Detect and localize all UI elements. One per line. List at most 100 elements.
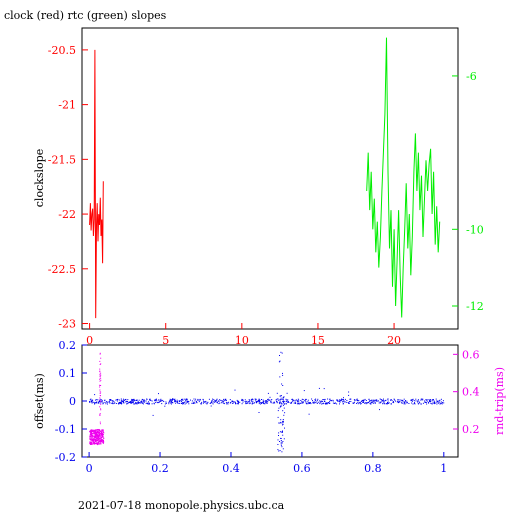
offset-point bbox=[363, 399, 365, 401]
offset-point bbox=[355, 399, 357, 401]
offset-point bbox=[280, 397, 282, 399]
offset-point bbox=[149, 399, 151, 401]
offset-point bbox=[138, 402, 140, 404]
offset-point bbox=[394, 399, 396, 401]
offset-point bbox=[429, 400, 431, 401]
rnd-trip-point bbox=[93, 441, 95, 443]
offset-point bbox=[387, 402, 388, 403]
offset-point bbox=[385, 403, 387, 405]
offset-point bbox=[280, 403, 282, 405]
offset-point bbox=[420, 399, 422, 401]
offset-point bbox=[385, 400, 387, 402]
offset-point bbox=[224, 399, 226, 401]
offset-point bbox=[392, 401, 394, 403]
rnd-trip-point bbox=[101, 433, 103, 435]
offset-point bbox=[239, 401, 241, 403]
offset-point bbox=[442, 400, 444, 402]
offset-point bbox=[265, 400, 267, 402]
offset-point bbox=[378, 402, 380, 404]
offset-point bbox=[265, 402, 267, 404]
offset-point bbox=[286, 392, 288, 394]
offset-point bbox=[282, 396, 284, 398]
offset-point bbox=[291, 401, 293, 403]
rnd-trip-point bbox=[99, 435, 102, 437]
offset-point bbox=[215, 401, 217, 403]
offset-point bbox=[109, 399, 111, 400]
offset-point bbox=[141, 398, 143, 400]
offset-point bbox=[188, 401, 189, 403]
offset-point bbox=[133, 398, 135, 400]
offset-point bbox=[387, 403, 389, 404]
offset-point bbox=[248, 403, 250, 405]
offset-point bbox=[181, 400, 183, 402]
offset-point bbox=[133, 403, 135, 405]
offset-point bbox=[329, 398, 331, 400]
offset-point bbox=[430, 401, 432, 403]
rnd-trip-point bbox=[101, 432, 103, 435]
rnd-trip-point bbox=[102, 439, 104, 441]
offset-point bbox=[282, 410, 284, 412]
offset-point bbox=[334, 402, 335, 404]
offset-point bbox=[226, 402, 228, 404]
rnd-trip-point bbox=[98, 429, 101, 431]
offset-point bbox=[216, 398, 218, 400]
offset-point bbox=[223, 398, 225, 400]
offset-point bbox=[98, 401, 100, 403]
offset-point bbox=[339, 400, 340, 402]
y2-tick-label: 0.6 bbox=[462, 348, 480, 361]
offset-point bbox=[250, 399, 252, 401]
rnd-trip-point bbox=[100, 377, 102, 379]
offset-point bbox=[107, 401, 109, 403]
rnd-trip-point bbox=[98, 443, 100, 445]
offset-point bbox=[183, 402, 185, 404]
offset-point bbox=[316, 401, 318, 403]
offset-point bbox=[207, 401, 209, 403]
offset-point bbox=[181, 403, 182, 404]
rnd-trip-point bbox=[100, 372, 102, 374]
offset-point bbox=[182, 398, 183, 400]
offset-point bbox=[429, 399, 431, 401]
offset-point bbox=[127, 401, 129, 402]
offset-point bbox=[263, 401, 265, 403]
rnd-trip-point bbox=[99, 413, 101, 415]
offset-point bbox=[313, 401, 315, 403]
offset-point bbox=[210, 405, 212, 407]
offset-point bbox=[160, 398, 162, 400]
offset-point bbox=[131, 400, 133, 402]
offset-point bbox=[271, 399, 273, 400]
rnd-trip-point bbox=[99, 391, 101, 393]
rnd-trip-point bbox=[97, 443, 99, 446]
offset-point bbox=[414, 401, 415, 403]
rnd-trip-point bbox=[91, 432, 93, 434]
offset-point bbox=[281, 405, 283, 407]
rnd-trip-point bbox=[95, 433, 97, 435]
offset-point bbox=[111, 400, 113, 402]
offset-point bbox=[180, 401, 182, 403]
offset-point bbox=[301, 401, 303, 402]
offset-point bbox=[134, 399, 136, 401]
offset-point bbox=[128, 401, 130, 403]
offset-point bbox=[155, 400, 157, 402]
rnd-trip-point bbox=[93, 438, 95, 440]
offset-point bbox=[141, 400, 143, 402]
x-tick-label: 5 bbox=[162, 334, 169, 347]
offset-point bbox=[325, 403, 327, 405]
rnd-trip-point bbox=[94, 442, 96, 445]
offset-point bbox=[436, 400, 438, 402]
offset-point bbox=[143, 402, 145, 403]
offset-point bbox=[433, 399, 434, 401]
offset-point bbox=[115, 399, 117, 401]
offset-point bbox=[292, 400, 294, 402]
rnd-trip-point bbox=[91, 443, 93, 445]
offset-y-axis-label: offset(ms) bbox=[33, 373, 46, 429]
offset-point bbox=[431, 403, 433, 405]
offset-point bbox=[305, 400, 307, 402]
offset-point bbox=[280, 351, 282, 353]
rnd-trip-point bbox=[91, 443, 93, 445]
rnd-trip-point bbox=[102, 430, 104, 432]
offset-point bbox=[383, 400, 385, 402]
offset-point bbox=[166, 402, 167, 404]
rnd-trip-point bbox=[90, 435, 92, 438]
offset-point bbox=[123, 402, 125, 404]
offset-point bbox=[282, 419, 284, 420]
